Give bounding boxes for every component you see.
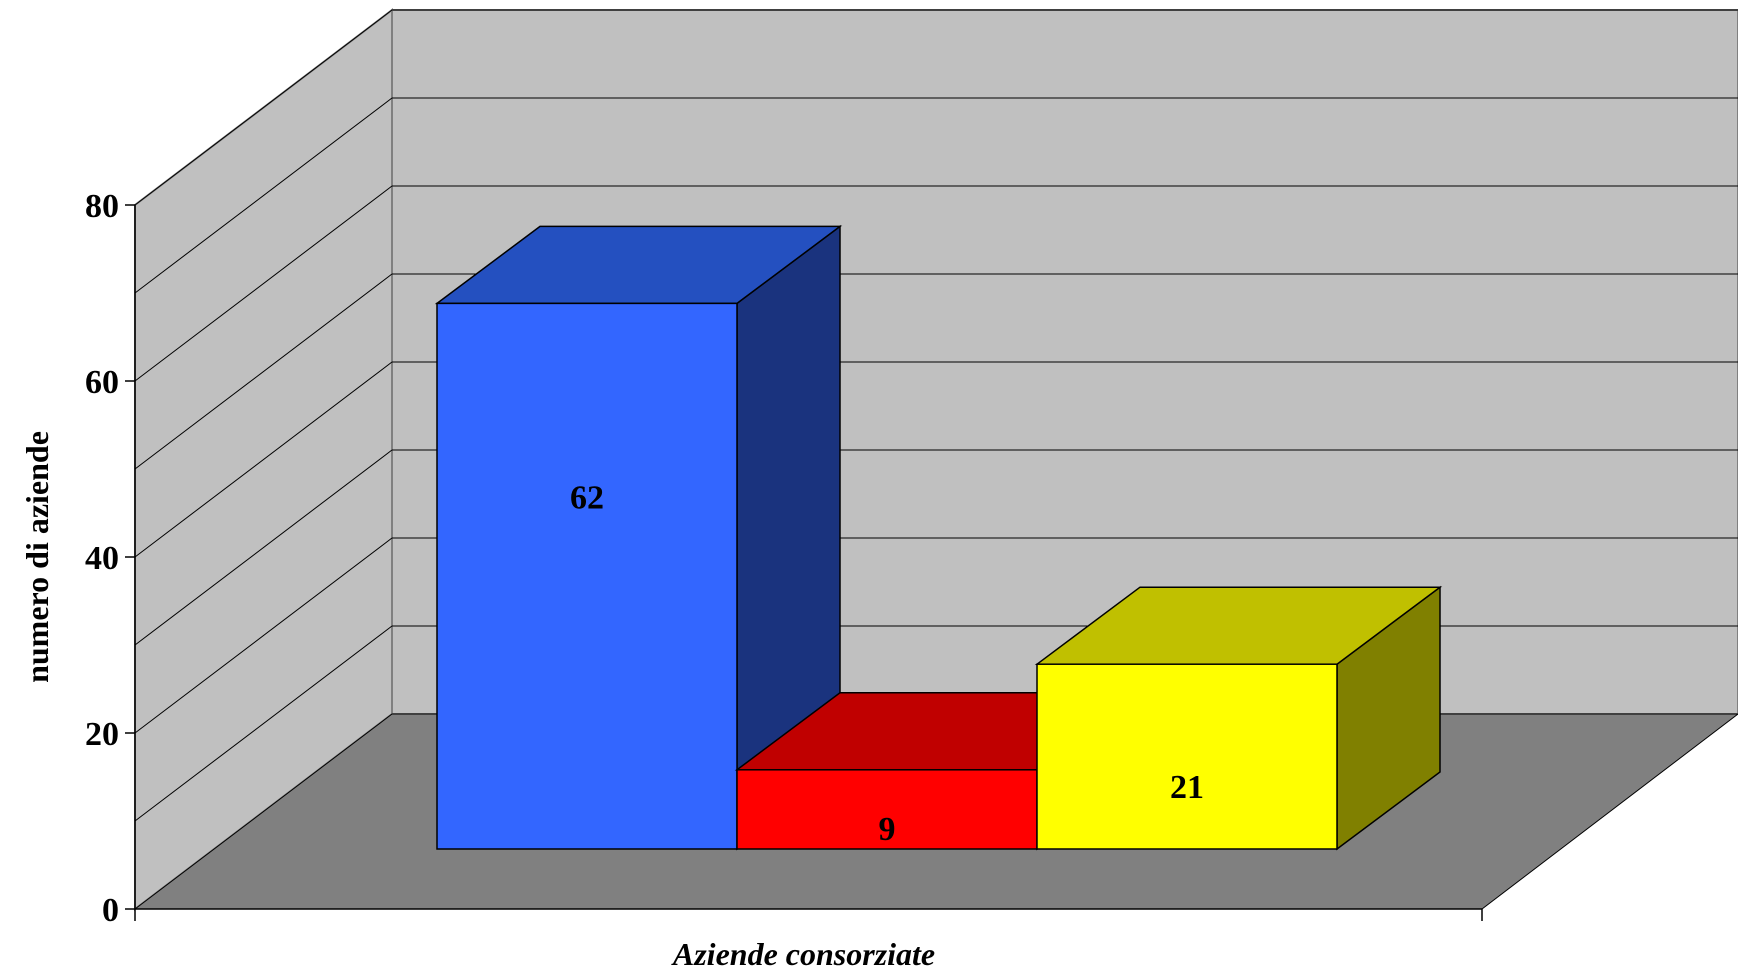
gridline-side xyxy=(134,361,393,558)
data-label: 62 xyxy=(570,479,604,516)
gridline-side xyxy=(134,97,393,294)
labels: 62 9 21 xyxy=(570,479,1204,847)
y-tick-label: 0 xyxy=(102,892,119,929)
bar-3 xyxy=(1034,585,1443,851)
y-axis-title: numero di aziende xyxy=(19,431,55,683)
bars xyxy=(434,224,1443,851)
bar-front xyxy=(1036,663,1338,850)
gridline-side xyxy=(134,449,393,646)
gridline-side xyxy=(134,625,393,822)
y-tick-label: 20 xyxy=(85,716,119,753)
data-label: 21 xyxy=(1170,769,1204,806)
y-tick-label: 40 xyxy=(85,540,119,577)
bar-front xyxy=(736,769,1038,850)
axes: 0 20 40 60 80 xyxy=(85,188,1483,929)
gridline-side xyxy=(134,9,393,206)
y-tick-label: 60 xyxy=(85,364,119,401)
gridline-side xyxy=(134,273,393,470)
data-label: 9 xyxy=(879,811,896,848)
x-axis-title: Aziende consorziate xyxy=(671,936,935,971)
gridline-side xyxy=(134,537,393,734)
bar-1 xyxy=(434,224,843,851)
y-tick-label: 80 xyxy=(85,188,119,225)
bar-front xyxy=(436,302,738,850)
gridline-side xyxy=(134,185,393,382)
